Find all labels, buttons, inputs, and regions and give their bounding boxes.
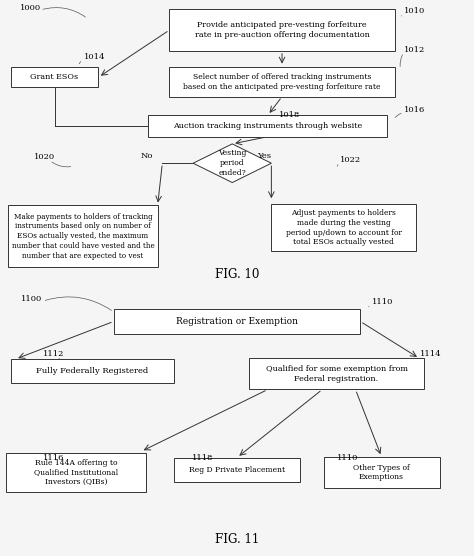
FancyBboxPatch shape [8, 206, 157, 267]
Text: FIG. 11: FIG. 11 [215, 533, 259, 545]
Text: Rule 144A offering to
Qualified Institutional
Investors (QIBs): Rule 144A offering to Qualified Institut… [34, 459, 118, 486]
Text: Vesting
period
ended?: Vesting period ended? [218, 150, 246, 177]
Text: 1110: 1110 [337, 454, 358, 462]
Text: No: No [141, 152, 153, 160]
Text: 1018: 1018 [279, 111, 300, 120]
Text: Fully Federally Registered: Fully Federally Registered [36, 368, 148, 375]
Text: 1112: 1112 [43, 350, 64, 358]
Text: 1010: 1010 [404, 7, 426, 15]
FancyBboxPatch shape [6, 453, 146, 492]
Text: 1110: 1110 [372, 298, 393, 306]
Text: Provide anticipated pre-vesting forfeiture
rate in pre-auction offering document: Provide anticipated pre-vesting forfeitu… [195, 21, 369, 39]
Text: 1016: 1016 [404, 106, 426, 113]
Text: Auction tracking instruments through website: Auction tracking instruments through web… [173, 122, 363, 130]
Text: Grant ESOs: Grant ESOs [30, 73, 79, 81]
Text: 1000: 1000 [20, 4, 41, 12]
FancyBboxPatch shape [11, 359, 174, 384]
Text: 1114: 1114 [419, 350, 441, 358]
Text: 1118: 1118 [192, 454, 213, 462]
FancyBboxPatch shape [169, 67, 394, 97]
Text: 1014: 1014 [84, 53, 106, 61]
Text: Make payments to holders of tracking
instruments based only on number of
ESOs ac: Make payments to holders of tracking ins… [11, 212, 155, 260]
FancyBboxPatch shape [249, 359, 424, 390]
Text: 1012: 1012 [404, 46, 426, 53]
FancyBboxPatch shape [148, 115, 387, 137]
FancyBboxPatch shape [324, 457, 440, 488]
Text: Reg D Private Placement: Reg D Private Placement [189, 466, 285, 474]
Text: Qualified for some exemption from
Federal registration.: Qualified for some exemption from Federa… [265, 365, 408, 383]
Text: Select number of offered tracking instruments
based on the anticipated pre-vesti: Select number of offered tracking instru… [183, 73, 381, 91]
Text: 1100: 1100 [21, 295, 43, 303]
Text: Registration or Exemption: Registration or Exemption [176, 317, 298, 326]
FancyBboxPatch shape [169, 9, 394, 51]
FancyBboxPatch shape [271, 204, 416, 251]
Text: 1022: 1022 [340, 156, 362, 164]
Text: FIG. 10: FIG. 10 [215, 268, 259, 281]
FancyBboxPatch shape [174, 458, 300, 482]
Polygon shape [193, 144, 271, 182]
FancyBboxPatch shape [114, 309, 360, 334]
Text: 1020: 1020 [34, 153, 55, 161]
Text: Yes: Yes [257, 152, 271, 160]
Text: Adjust payments to holders
made during the vesting
period up/down to account for: Adjust payments to holders made during t… [286, 209, 401, 246]
Text: Other Types of
Exemptions: Other Types of Exemptions [353, 464, 410, 481]
Text: 1116: 1116 [43, 454, 64, 462]
FancyBboxPatch shape [11, 67, 99, 87]
